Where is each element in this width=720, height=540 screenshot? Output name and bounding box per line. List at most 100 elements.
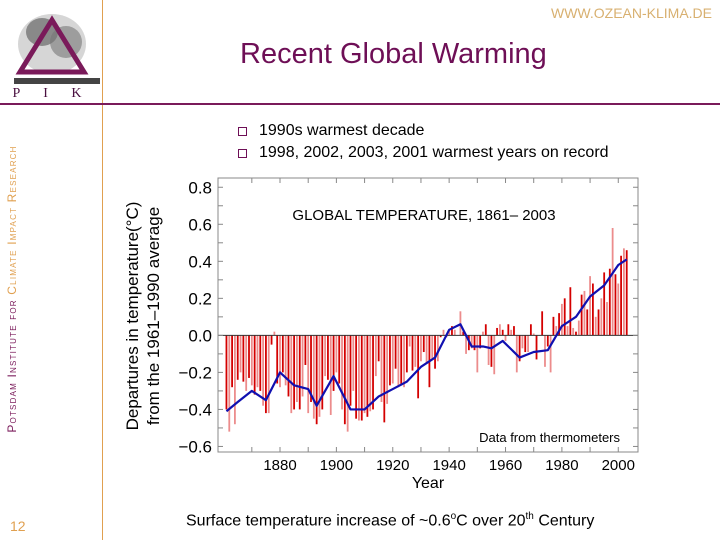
bar-1957: [496, 327, 498, 336]
bar-1913: [372, 335, 374, 410]
y-tick-label: 0.0: [188, 326, 212, 345]
bar-1938: [442, 329, 445, 336]
bar-1893: [315, 335, 318, 425]
bar-1909: [360, 335, 363, 421]
bar-1878: [273, 331, 276, 336]
bar-1981: [563, 298, 566, 336]
bar-1926: [408, 335, 411, 347]
bar-1923: [400, 335, 403, 386]
bar-1970: [532, 333, 535, 336]
y-tick-label: −0.2: [178, 363, 212, 382]
bar-1901: [338, 335, 341, 384]
bar-1950: [476, 335, 479, 373]
bar-1871: [253, 335, 256, 395]
bar-1872: [256, 335, 259, 388]
bar-1887: [298, 335, 301, 410]
bar-2000: [617, 283, 620, 336]
bar-1986: [577, 320, 580, 336]
bar-1930: [420, 335, 422, 362]
bar-1973: [541, 311, 544, 336]
bar-1895: [321, 335, 324, 410]
website-url: WWW.OZEAN-KLIMA.DE: [551, 5, 712, 21]
plot-frame: [217, 177, 639, 453]
bar-1865: [236, 335, 239, 380]
x-axis-label: Year: [412, 475, 445, 492]
bar-1978: [555, 326, 558, 336]
bar-1995: [603, 272, 606, 336]
bar-1932: [425, 335, 428, 364]
bar-1940: [448, 329, 451, 336]
bar-1997: [608, 268, 611, 336]
bar-1969: [529, 324, 532, 336]
y-tick-label: −0.6: [178, 437, 212, 456]
slide-title: Recent Global Warming: [240, 38, 547, 70]
bar-1877: [270, 335, 273, 345]
bar-1962: [510, 329, 513, 336]
bar-1918: [386, 335, 389, 404]
bar-1880: [279, 335, 281, 388]
bar-1897: [327, 335, 329, 380]
bar-1876: [267, 335, 270, 414]
x-tick-label: 1920: [376, 457, 409, 474]
bar-1963: [513, 326, 515, 336]
y-axis-label-line2: from the 1961–1990 average: [144, 207, 163, 425]
bar-1934: [431, 335, 434, 360]
bar-1864: [234, 335, 236, 425]
bar-1992: [594, 316, 597, 336]
bar-1924: [403, 335, 405, 388]
y-tick-label: 0.8: [188, 178, 212, 197]
bar-1867: [242, 335, 245, 382]
bar-1892: [312, 335, 315, 419]
bar-1977: [552, 316, 555, 336]
bar-1993: [597, 309, 600, 336]
vertical-divider: [102, 0, 103, 540]
bar-1886: [296, 335, 298, 403]
x-tick-label: 1900: [320, 457, 353, 474]
header-divider: [0, 103, 720, 105]
bar-1917: [383, 335, 386, 423]
bar-1949: [473, 335, 476, 351]
bar-1904: [346, 335, 349, 432]
bar-1990: [589, 276, 591, 336]
x-tick-label: 1980: [545, 457, 578, 474]
bar-1868: [245, 335, 248, 391]
bar-1998: [611, 227, 614, 336]
bar-1916: [380, 335, 383, 403]
bar-1960: [504, 335, 507, 341]
bar-1931: [422, 335, 425, 353]
bar-1896: [324, 335, 327, 377]
bar-1884: [290, 335, 293, 414]
bar-1976: [549, 335, 552, 373]
svg-text:P I K: P I K: [12, 86, 91, 100]
bar-1966: [521, 335, 524, 349]
bar-1965: [518, 335, 521, 362]
bar-1906: [352, 335, 355, 391]
bar-1890: [307, 335, 310, 414]
bar-1958: [498, 324, 501, 336]
smoothed-curve: [225, 258, 628, 413]
bar-1905: [349, 335, 352, 406]
bar-2002: [623, 248, 625, 336]
bar-1888: [301, 335, 304, 397]
bar-1929: [417, 335, 420, 399]
x-tick-label: 1960: [489, 457, 522, 474]
square-bullet-icon: [238, 148, 247, 158]
bar-1861: [225, 335, 228, 410]
bar-1946: [465, 335, 467, 354]
bar-1928: [414, 335, 417, 367]
bar-1936: [436, 335, 439, 362]
bar-1912: [369, 335, 372, 412]
x-tick-label: 1940: [432, 457, 465, 474]
bar-1985: [575, 331, 577, 336]
bar-2001: [620, 255, 622, 336]
bar-1975: [546, 335, 549, 347]
bar-1885: [293, 335, 296, 410]
bar-1994: [600, 298, 603, 336]
bar-1935: [434, 335, 436, 369]
bar-1954: [487, 335, 490, 365]
bar-1870: [250, 335, 253, 386]
y-tick-label: 0.4: [188, 252, 212, 271]
bar-1879: [276, 335, 279, 384]
bar-1869: [248, 335, 250, 378]
